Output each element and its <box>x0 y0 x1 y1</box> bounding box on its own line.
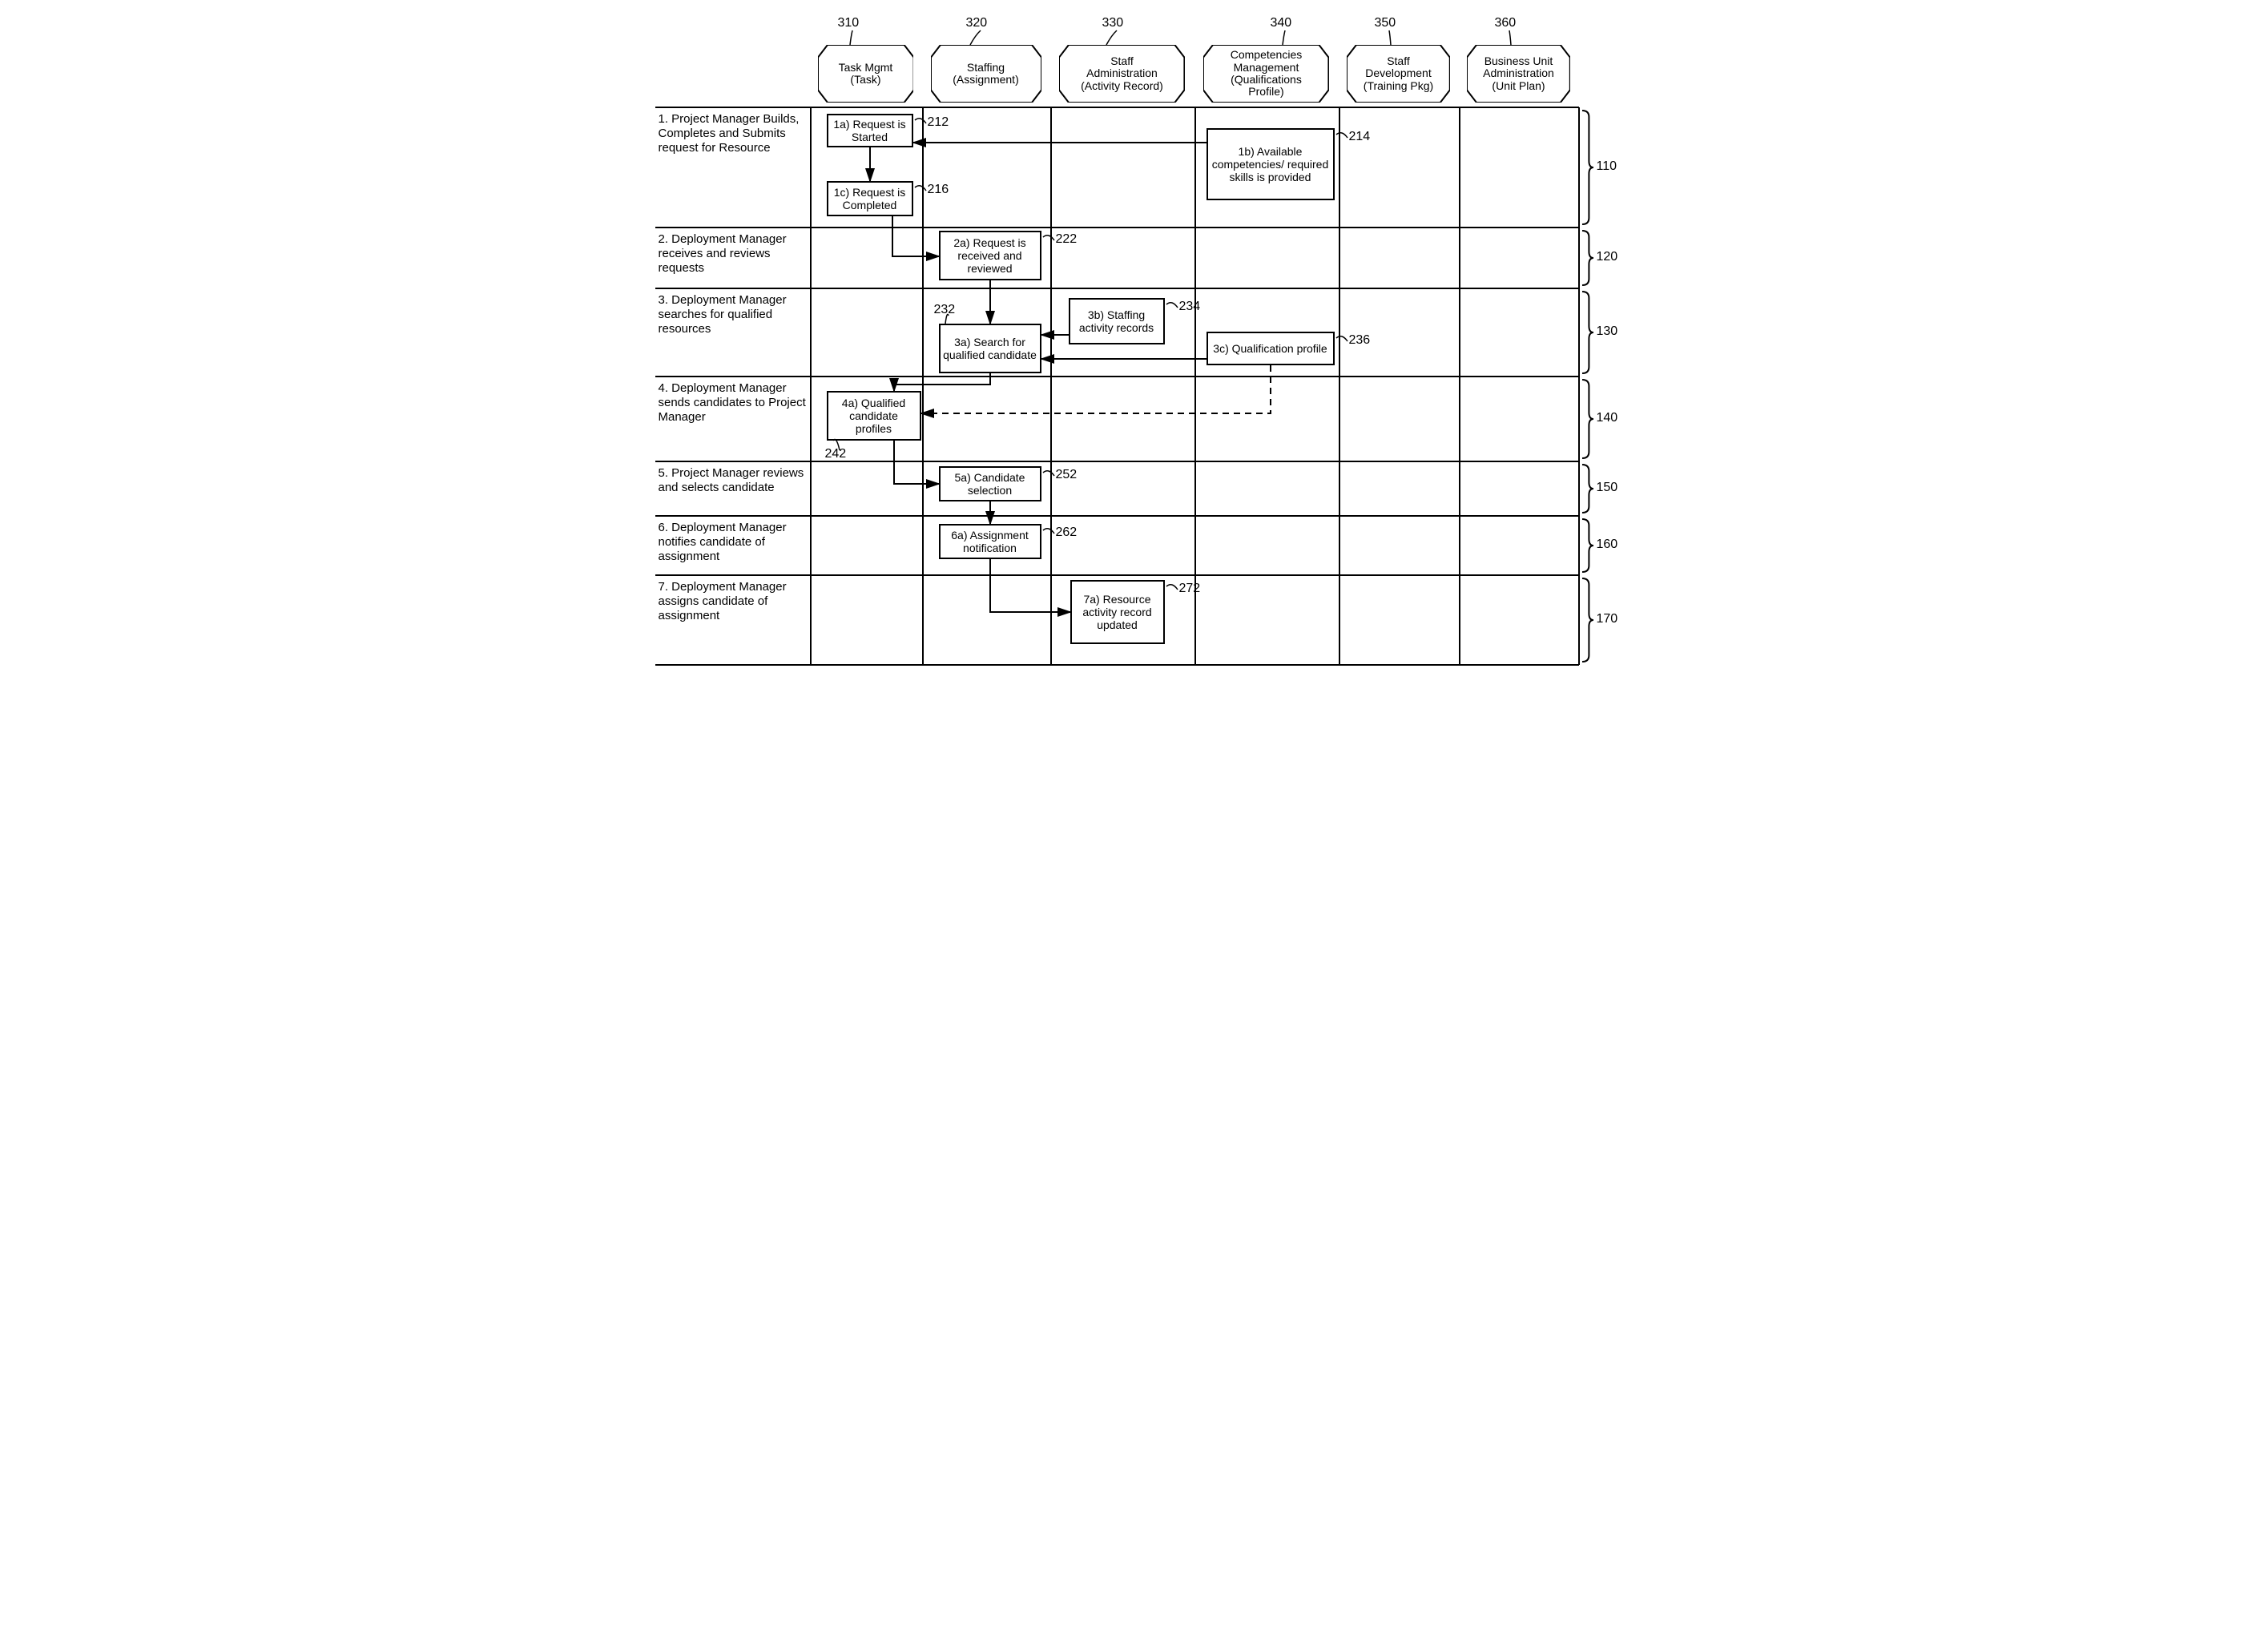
brace-label-170: 170 <box>1597 612 1618 626</box>
swimlane-diagram: 310 320 330 340 350 360 Task Mgmt(Task) S… <box>654 16 1615 705</box>
ref-label-272: 272 <box>1179 582 1201 596</box>
brace-label-120: 120 <box>1597 250 1618 264</box>
process-box-b252: 5a) Candidate selection <box>939 466 1041 501</box>
brace-label-160: 160 <box>1597 538 1618 552</box>
process-box-b242: 4a) Qualified candidate profiles <box>827 391 921 441</box>
ref-label-252: 252 <box>1056 468 1078 482</box>
ref-label-212: 212 <box>928 115 949 130</box>
col-ref-310: 310 <box>838 16 860 30</box>
process-box-b236: 3c) Qualification profile <box>1207 332 1335 365</box>
column-header-task: Task Mgmt(Task) <box>818 45 914 103</box>
col-ref-320: 320 <box>966 16 988 30</box>
brace-label-140: 140 <box>1597 411 1618 425</box>
process-box-b234: 3b) Staffing activity records <box>1069 298 1165 344</box>
ref-label-242: 242 <box>825 447 847 461</box>
ref-label-262: 262 <box>1056 526 1078 540</box>
ref-label-214: 214 <box>1349 130 1371 144</box>
row-label-r3: 3. Deployment Manager searches for quali… <box>659 293 808 336</box>
row-label-r2: 2. Deployment Manager receives and revie… <box>659 232 808 276</box>
row-label-r4: 4. Deployment Manager sends candidates t… <box>659 381 808 425</box>
row-label-r7: 7. Deployment Manager assigns candidate … <box>659 580 808 623</box>
col-ref-360: 360 <box>1495 16 1517 30</box>
ref-label-222: 222 <box>1056 232 1078 247</box>
row-label-r1: 1. Project Manager Builds, Completes and… <box>659 112 808 155</box>
brace-label-110: 110 <box>1597 159 1617 174</box>
column-header-dev: StaffDevelopment(Training Pkg) <box>1347 45 1450 103</box>
ref-label-232: 232 <box>934 303 956 317</box>
brace-label-130: 130 <box>1597 324 1618 339</box>
brace-label-150: 150 <box>1597 481 1618 495</box>
process-box-b262: 6a) Assignment notification <box>939 524 1041 559</box>
col-ref-330: 330 <box>1102 16 1124 30</box>
ref-label-236: 236 <box>1349 333 1371 348</box>
process-box-b214: 1b) Available competencies/ required ski… <box>1207 128 1335 200</box>
column-header-staff: Staffing(Assignment) <box>931 45 1041 103</box>
process-box-b232: 3a) Search for qualified candidate <box>939 324 1041 373</box>
ref-label-234: 234 <box>1179 300 1201 314</box>
row-label-r5: 5. Project Manager reviews and selects c… <box>659 466 808 495</box>
process-box-b222: 2a) Request is received and reviewed <box>939 231 1041 280</box>
process-box-b272: 7a) Resource activity record updated <box>1070 580 1165 644</box>
ref-label-216: 216 <box>928 183 949 197</box>
process-box-b216: 1c) Request is Completed <box>827 181 913 216</box>
column-header-comp: CompetenciesManagement(QualificationsPro… <box>1203 45 1328 103</box>
process-box-b212: 1a) Request is Started <box>827 114 913 147</box>
col-ref-350: 350 <box>1375 16 1396 30</box>
col-ref-340: 340 <box>1271 16 1292 30</box>
row-label-r6: 6. Deployment Manager notifies candidate… <box>659 521 808 564</box>
column-header-admin: StaffAdministration(Activity Record) <box>1059 45 1184 103</box>
column-header-bu: Business UnitAdministration(Unit Plan) <box>1467 45 1570 103</box>
